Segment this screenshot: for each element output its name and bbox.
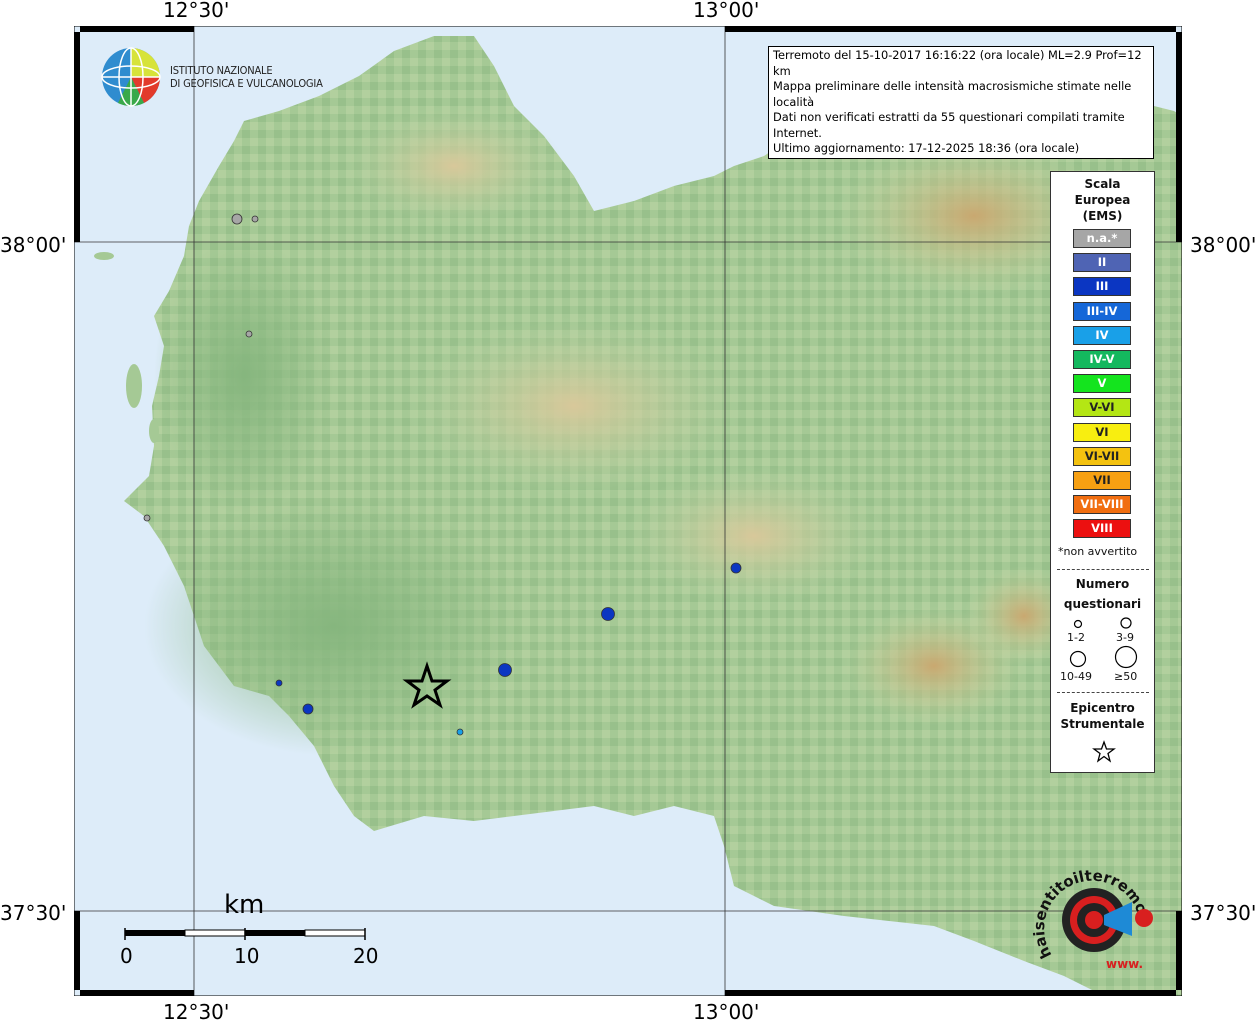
coord-bottom-left: 12°30'	[163, 1000, 230, 1024]
scale-tick-10: 10	[234, 944, 260, 968]
intensity-point[interactable]	[143, 514, 151, 522]
coord-bottom-right: 13°00'	[693, 1000, 760, 1024]
coord-right-upper: 38°00'	[1190, 233, 1255, 257]
event-info-box: Terremoto del 15-10-2017 16:16:22 (ora l…	[768, 46, 1154, 159]
count-symbol-10-49	[1069, 650, 1087, 668]
intensity-point[interactable]	[601, 607, 615, 621]
epicenter-star[interactable]	[402, 661, 452, 709]
intensity-point[interactable]	[730, 562, 742, 574]
intensity-points	[143, 213, 742, 736]
mountain-northeast	[834, 136, 1114, 296]
highland-center	[404, 316, 744, 496]
count-label-3-9: 3-9	[1116, 631, 1134, 644]
map-canvas[interactable]	[74, 26, 1182, 996]
globe-icon	[101, 47, 161, 107]
island	[126, 364, 142, 408]
intensity-point[interactable]	[231, 213, 243, 225]
legend-title-line: Scala	[1084, 177, 1121, 191]
count-symbols	[1069, 617, 1138, 669]
lowland-southwest	[144, 496, 524, 756]
legend-divider	[1057, 569, 1149, 570]
haisentito-url: www.	[1106, 957, 1143, 971]
ems-item-vii-viii: VII-VIII	[1073, 495, 1131, 515]
info-line-1: Terremoto del 15-10-2017 16:16:22 (ora l…	[773, 48, 1142, 78]
ems-item-viii: VIII	[1073, 519, 1131, 539]
ems-item-iii: III	[1073, 277, 1131, 297]
ems-item-vii: VII	[1073, 471, 1131, 490]
intensity-point[interactable]	[498, 663, 512, 677]
count-label-10-49: 10-49	[1060, 670, 1092, 683]
logo-line-1: ISTITUTO NAZIONALE	[170, 64, 273, 77]
legend-title-line: Europea	[1074, 193, 1131, 207]
frame-ticks	[74, 26, 1182, 996]
ems-item-iv: IV	[1073, 325, 1131, 345]
legend-note: *non avvertito	[1058, 545, 1138, 558]
legend-title-line: (EMS)	[1082, 209, 1123, 223]
island	[149, 419, 159, 443]
highland-center-east	[624, 466, 884, 606]
epicenter-legend-icon	[1092, 740, 1116, 763]
coord-left-upper: 38°00'	[0, 233, 67, 257]
scale-unit: km	[224, 890, 265, 920]
haisentito-logo[interactable]: haisentitoilterremoto.it www.	[1027, 846, 1162, 980]
epicenter-title-line: Strumentale	[1060, 717, 1145, 731]
epicenter-title: Epicentro Strumentale	[1051, 700, 1154, 732]
legend-divider	[1057, 692, 1149, 693]
intensity-point[interactable]	[245, 330, 253, 338]
megaphone-icon	[1104, 902, 1132, 936]
intensity-point[interactable]	[302, 703, 314, 715]
ingv-logo-text: ISTITUTO NAZIONALE DI GEOFISICA E VULCAN…	[170, 64, 323, 90]
map-area[interactable]	[74, 26, 1182, 996]
count-title: Numero questionari	[1051, 574, 1154, 614]
count-symbol-50	[1114, 645, 1138, 669]
count-label-1-2: 1-2	[1067, 631, 1085, 644]
ingv-logo	[100, 46, 330, 112]
scale-bar-graphic	[124, 928, 366, 940]
intensity-point[interactable]	[456, 728, 464, 736]
ems-item-vi-vii: VI-VII	[1073, 446, 1131, 466]
ems-item-vi: VI	[1073, 422, 1131, 442]
info-line-2: Mappa preliminare delle intensità macros…	[773, 79, 1132, 109]
scale-bar: km 0 10 20	[110, 890, 400, 970]
highland-north	[344, 106, 564, 226]
ems-item-v: V	[1073, 374, 1131, 394]
count-title-line: Numero	[1075, 577, 1130, 591]
ems-item-iii-iv: III-IV	[1073, 301, 1131, 321]
ems-item-ii: II	[1073, 253, 1131, 273]
intensity-point[interactable]	[251, 215, 259, 223]
ems-item-v-vi: V-VI	[1073, 398, 1131, 418]
lowland-west	[154, 236, 334, 516]
legend-panel: Scala Europea (EMS) n.a.* II III III-IV IV IV…	[1050, 171, 1155, 773]
scale-tick-0: 0	[120, 944, 133, 968]
island	[94, 252, 114, 260]
coord-top-left: 12°30'	[163, 0, 230, 22]
intensity-point[interactable]	[275, 679, 283, 687]
count-label-50: ≥50	[1114, 670, 1138, 683]
ems-item-iv-v: IV-V	[1073, 350, 1131, 369]
count-symbol-3-9	[1120, 617, 1132, 629]
coord-top-right: 13°00'	[693, 0, 760, 22]
coord-right-lower: 37°30'	[1190, 901, 1255, 925]
ems-item-n-a-: n.a.*	[1073, 229, 1131, 248]
scale-tick-20: 20	[353, 944, 379, 968]
logo-line-2: DI GEOFISICA E VULCANOLOGIA	[170, 77, 323, 90]
coord-left-lower: 37°30'	[0, 901, 67, 925]
info-line-3: Dati non verificati estratti da 55 quest…	[773, 110, 1125, 140]
count-title-line: questionari	[1063, 597, 1142, 611]
legend-title: Scala Europea (EMS)	[1051, 176, 1154, 224]
count-symbol-1-2	[1073, 619, 1083, 629]
epicenter-title-line: Epicentro	[1070, 701, 1135, 715]
info-line-4: Ultimo aggiornamento: 17-12-2025 18:36 (…	[773, 141, 1080, 155]
